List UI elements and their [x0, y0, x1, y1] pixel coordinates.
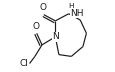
Text: N: N	[52, 32, 58, 41]
Text: O: O	[32, 22, 39, 31]
Text: O: O	[39, 3, 46, 12]
Text: Cl: Cl	[19, 59, 28, 68]
Text: NH: NH	[69, 9, 83, 18]
Text: H: H	[68, 3, 73, 9]
